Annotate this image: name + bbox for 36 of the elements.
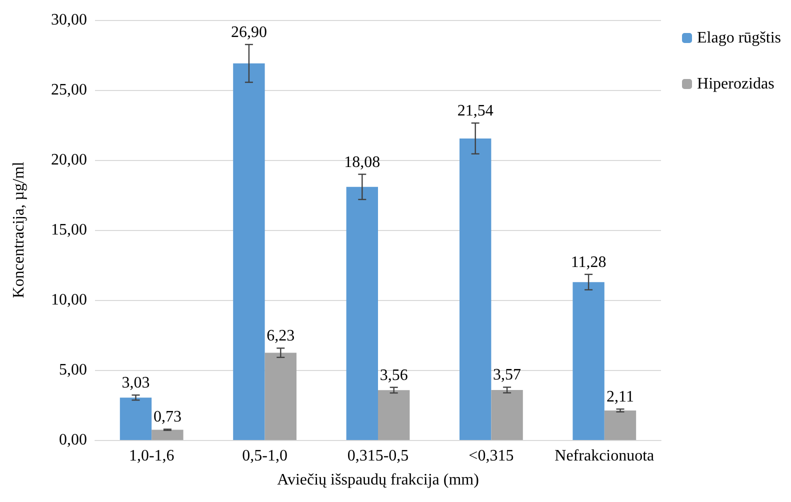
y-tick-label: 15,00 (51, 222, 87, 238)
data-label: 2,11 (606, 388, 634, 406)
bar (572, 282, 604, 440)
bar (460, 138, 492, 440)
data-label: 18,08 (344, 154, 380, 171)
data-label: 11,28 (570, 254, 606, 271)
x-axis-title: Aviečių išspaudų frakcija (mm) (277, 472, 479, 488)
y-tick-label: 20,00 (51, 152, 87, 168)
bar (264, 352, 296, 440)
y-tick-label: 10,00 (51, 292, 87, 308)
bar (152, 430, 184, 440)
bar (491, 390, 523, 440)
legend-label: Hiperozidas (697, 76, 774, 92)
x-tick-label: 1,0-1,6 (128, 448, 174, 464)
y-tick-label: 5,00 (59, 362, 87, 378)
x-tick-label: 0,5-1,0 (242, 448, 288, 464)
legend-label: Elago rūgštis (697, 30, 782, 46)
data-label: 0,73 (153, 408, 182, 426)
data-label: 6,23 (266, 328, 295, 345)
bar (346, 186, 378, 440)
x-tick-label: 0,315-0,5 (347, 448, 409, 464)
x-tick-label: <0,315 (468, 448, 514, 464)
y-tick-label: 0,00 (59, 432, 87, 448)
data-label: 21,54 (457, 102, 494, 120)
x-tick-label: Nefrakcionuota (554, 448, 654, 464)
data-label: 3,56 (380, 366, 408, 384)
data-label: 26,90 (230, 24, 267, 41)
bar (378, 390, 410, 440)
bar (604, 410, 636, 440)
bar (233, 63, 265, 440)
data-label: 3,03 (122, 374, 150, 392)
y-tick-label: 30,00 (51, 12, 87, 28)
data-label: 3,57 (493, 366, 522, 384)
y-tick-label: 25,00 (51, 82, 87, 98)
bar (120, 398, 152, 440)
y-axis-title: Koncentracija, µg/ml (10, 161, 28, 298)
